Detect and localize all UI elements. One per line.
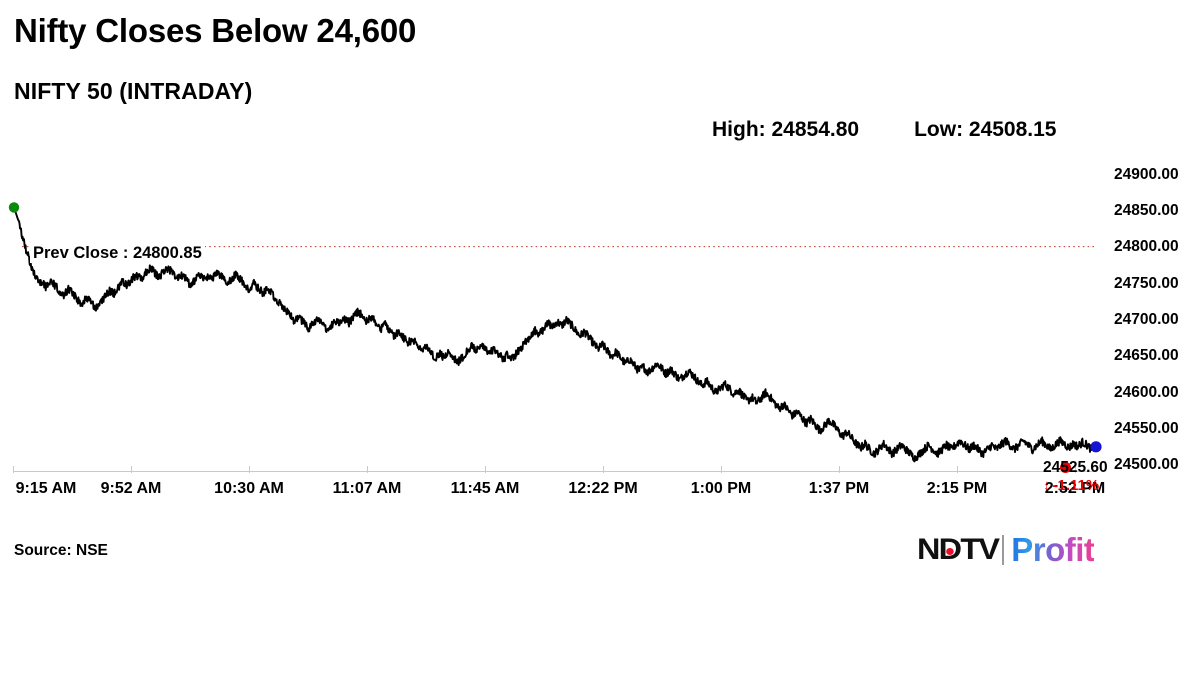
x-axis-tick-label: 2:52 PM — [1044, 480, 1106, 497]
price-line — [14, 207, 1100, 461]
x-axis-tick — [721, 466, 722, 473]
x-axis-tick — [249, 466, 250, 473]
x-axis-tick — [603, 466, 604, 473]
change-percent-label: ↓ -1.11% — [1043, 477, 1099, 494]
page-title: Nifty Closes Below 24,600 — [14, 12, 417, 49]
chart-subtitle: NIFTY 50 (INTRADAY) — [14, 78, 253, 104]
high-low-summary: High: 24854.80 Low: 24508.15 — [712, 118, 1056, 142]
low-marker-dot — [1060, 462, 1071, 473]
high-label: High: 24854.80 — [712, 118, 860, 141]
x-axis-tick-label: 12:22 PM — [568, 480, 638, 497]
close-value-label: 24525.60 — [1043, 459, 1108, 476]
source-label: Source: NSE — [14, 542, 108, 559]
x-axis-tick — [131, 466, 132, 473]
x-axis-ticks — [0, 466, 1110, 478]
x-axis-tick-label: 11:07 AM — [332, 480, 402, 497]
close-marker-dot — [1090, 441, 1102, 453]
y-axis-tick-label: 24650.00 — [1114, 347, 1179, 365]
intraday-line-chart — [8, 202, 1102, 480]
y-axis-tick-label: 24900.00 — [1114, 165, 1179, 183]
x-axis-tick-label: 10:30 AM — [214, 480, 284, 497]
logo-divider — [1002, 535, 1005, 565]
y-axis-tick-label: 24750.00 — [1114, 274, 1179, 292]
y-axis-tick-label: 24800.00 — [1114, 238, 1179, 256]
arrow-down-icon: ↓ — [1043, 477, 1051, 494]
x-axis-labels: 9:15 AM 9:52 AM 10:30 AM 11:07 AM 11:45 AM 12… — [0, 480, 1120, 502]
x-axis-tick-label: 9:15 AM — [15, 480, 77, 497]
x-axis-tick — [839, 466, 840, 473]
x-axis-tick-label: 2:15 PM — [926, 480, 988, 497]
x-axis-tick-label: 1:00 PM — [690, 480, 752, 497]
y-axis-tick-label: 24550.00 — [1114, 420, 1179, 438]
x-axis-tick — [957, 466, 958, 473]
x-axis-line — [13, 471, 1095, 472]
x-axis-tick — [367, 466, 368, 473]
x-axis-tick-label: 1:37 PM — [808, 480, 870, 497]
x-axis-tick-label: 9:52 AM — [100, 480, 162, 497]
change-percent-value: -1.11% — [1052, 477, 1100, 494]
x-axis-tick — [1075, 466, 1076, 473]
ndtv-profit-logo: NDTV Profit — [916, 530, 1095, 570]
x-axis-tick-label: 11:45 AM — [450, 480, 520, 497]
prev-close-label: Prev Close : 24800.85 — [30, 244, 205, 263]
ndtv-dot-icon — [946, 548, 954, 555]
y-axis-tick-label: 24600.00 — [1114, 383, 1179, 401]
chart-plot-area — [0, 160, 1110, 480]
low-label: Low: 24508.15 — [914, 118, 1057, 141]
profit-wordmark: Profit — [1011, 531, 1095, 568]
y-axis-tick-label: 24700.00 — [1114, 311, 1179, 328]
y-axis-labels: 24900.00 24850.00 24800.00 24750.00 24700.00… — [1114, 160, 1200, 480]
y-axis-tick-label: 24850.00 — [1114, 201, 1179, 219]
x-axis-tick — [13, 466, 14, 473]
open-high-marker-dot — [8, 202, 20, 213]
ndtv-wordmark: NDTV — [916, 533, 1000, 567]
ndtv-text: NDTV — [916, 533, 1000, 566]
x-axis-tick — [485, 466, 486, 473]
y-axis-tick-label: 24500.00 — [1114, 456, 1179, 474]
